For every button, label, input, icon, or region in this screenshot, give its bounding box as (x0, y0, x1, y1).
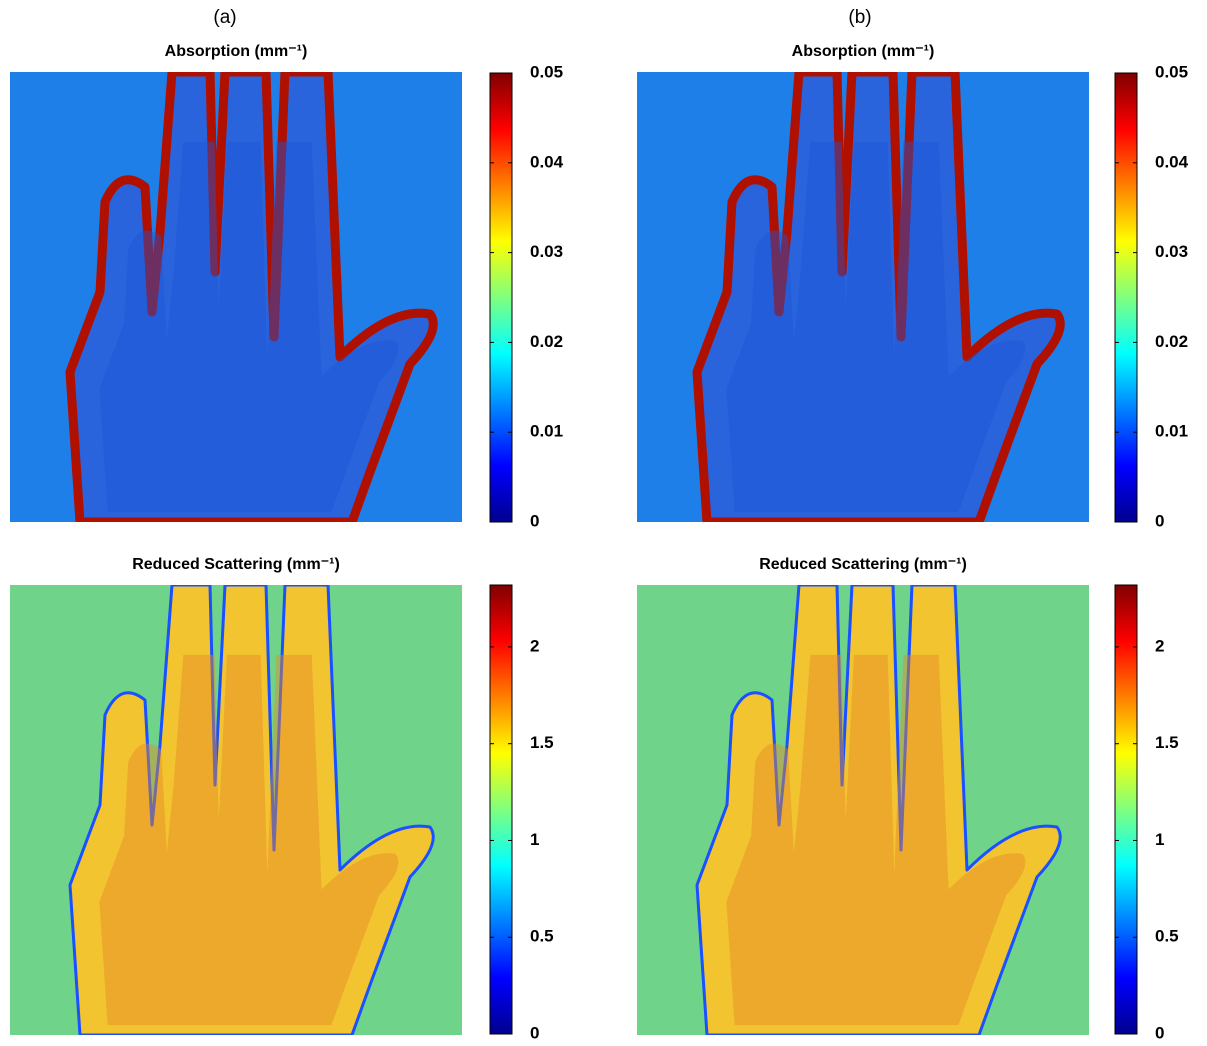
heatmap-title: Absorption (mm⁻¹) (165, 43, 308, 60)
colorbar-tick-label: 0.02 (530, 332, 563, 351)
colorbar-tick-label: 0.5 (530, 927, 554, 946)
heatmap-title: Reduced Scattering (mm⁻¹) (132, 556, 340, 573)
colorbar-tick-label: 0.05 (530, 62, 563, 81)
colorbar-tick-label: 0.05 (1155, 62, 1188, 81)
colorbar-tick-label: 2 (530, 636, 539, 655)
colorbar-tick-label: 0.04 (1155, 152, 1189, 171)
colorbar-tick-label: 0 (530, 511, 539, 530)
panel-label: (b) (848, 7, 871, 28)
colorbar (1115, 73, 1137, 522)
colorbar-tick-label: 1.5 (530, 733, 554, 752)
colorbar-tick-label: 1.5 (1155, 733, 1179, 752)
heatmap-title: Reduced Scattering (mm⁻¹) (759, 556, 967, 573)
colorbar-tick-label: 0.01 (1155, 422, 1188, 441)
colorbar-tick-label: 0 (1155, 511, 1164, 530)
colorbar-tick-label: 1 (530, 830, 539, 849)
colorbar-tick-label: 0.5 (1155, 927, 1179, 946)
colorbar-tick-label: 0.03 (530, 242, 563, 261)
colorbar-tick-label: 0.02 (1155, 332, 1188, 351)
figure: Absorption (mm⁻¹) (a) 0 0.01 0.02 0.03 0.04 0.0… (0, 0, 1207, 1046)
colorbar-tick-label: 2 (1155, 636, 1164, 655)
colorbar (490, 585, 512, 1034)
panel-label: (a) (213, 7, 236, 28)
colorbar (1115, 585, 1137, 1034)
colorbar-tick-label: 0 (1155, 1023, 1164, 1042)
colorbar-tick-label: 0.03 (1155, 242, 1188, 261)
heatmap-title: Absorption (mm⁻¹) (792, 43, 935, 60)
colorbar (490, 73, 512, 522)
colorbar-tick-label: 1 (1155, 830, 1164, 849)
colorbar-tick-label: 0.01 (530, 422, 563, 441)
colorbar-tick-label: 0 (530, 1023, 539, 1042)
colorbar-tick-label: 0.04 (530, 152, 564, 171)
